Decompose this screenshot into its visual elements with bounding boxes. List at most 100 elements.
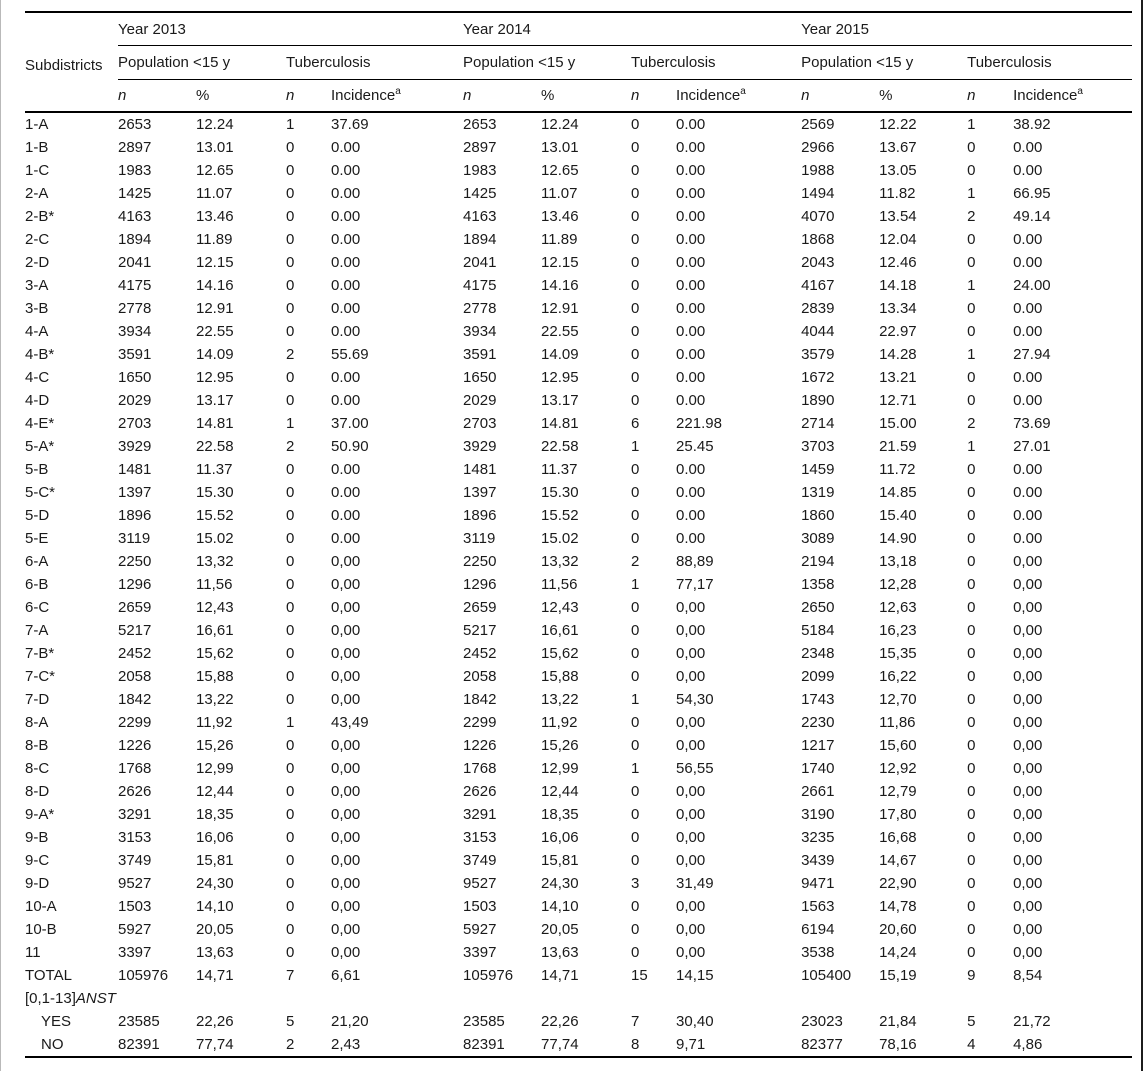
value-cell: 0 bbox=[967, 921, 976, 938]
value-cell: 13.05 bbox=[879, 162, 917, 179]
value-cell: 1226 bbox=[463, 737, 497, 754]
value-cell: 14,67 bbox=[879, 852, 917, 869]
value-cell: 0.00 bbox=[676, 277, 706, 294]
value-cell: 13.46 bbox=[196, 208, 234, 225]
value-cell: 0 bbox=[286, 852, 295, 869]
value-cell: 3749 bbox=[463, 852, 497, 869]
value-cell: 0 bbox=[631, 507, 640, 524]
table-row: 3-A 4175 14.16 0 0.00 4175 14.16 0 0.00 4167 14.18… bbox=[25, 274, 1132, 297]
value-cell: 15,62 bbox=[541, 645, 579, 662]
value-cell: 0,00 bbox=[1013, 576, 1043, 593]
value-cell: 0 bbox=[631, 461, 640, 478]
value-cell: 15.52 bbox=[196, 507, 234, 524]
value-cell bbox=[676, 987, 801, 1010]
value-cell: 82391 bbox=[463, 1036, 505, 1053]
table-row: 2-A 1425 11.07 0 0.00 1425 11.07 0 0.00 1494 11.82… bbox=[25, 182, 1132, 205]
value-cell: 0,00 bbox=[331, 645, 361, 662]
value-cell: 0.00 bbox=[676, 323, 706, 340]
value-cell: 11.07 bbox=[541, 185, 578, 202]
value-cell: 0.00 bbox=[1013, 530, 1043, 547]
value-cell: 0 bbox=[286, 231, 295, 248]
value-cell: 0,00 bbox=[676, 944, 706, 961]
table-row: 8-B 1226 15,26 0 0,00 1226 15,26 0 0,00 1217 15,60… bbox=[25, 734, 1132, 757]
value-cell: 0 bbox=[631, 369, 640, 386]
value-cell: 2452 bbox=[118, 645, 152, 662]
value-cell: 2299 bbox=[118, 714, 152, 731]
value-cell: 0 bbox=[631, 530, 640, 547]
value-cell: 0 bbox=[631, 852, 640, 869]
value-cell: 0.00 bbox=[1013, 484, 1043, 501]
value-cell: 3579 bbox=[801, 346, 835, 363]
value-cell: 12,28 bbox=[879, 576, 917, 593]
subdistrict-label: 3-B bbox=[25, 300, 49, 317]
value-cell: 16,06 bbox=[196, 829, 234, 846]
value-cell: 2348 bbox=[801, 645, 835, 662]
subdistrict-label: 8-A bbox=[25, 714, 49, 731]
value-cell: 0.00 bbox=[331, 162, 361, 179]
table-row: [0,1-13]ANST bbox=[25, 987, 1132, 1010]
value-cell: 38.92 bbox=[1013, 116, 1051, 133]
value-cell: 0 bbox=[967, 806, 976, 823]
value-cell: 15,62 bbox=[196, 645, 234, 662]
value-cell: 0,00 bbox=[331, 691, 361, 708]
value-cell: 15.00 bbox=[879, 415, 917, 432]
value-cell: 0 bbox=[286, 392, 295, 409]
value-cell: 13.01 bbox=[196, 139, 234, 156]
value-cell: 2043 bbox=[801, 254, 835, 271]
value-cell: 2839 bbox=[801, 300, 835, 317]
value-cell bbox=[967, 987, 1013, 1010]
value-cell: 1 bbox=[631, 438, 640, 455]
value-cell: 27.01 bbox=[1013, 438, 1051, 455]
value-cell: 2230 bbox=[801, 714, 835, 731]
value-cell: 12.24 bbox=[196, 116, 234, 133]
value-cell: 0.00 bbox=[676, 139, 706, 156]
value-cell: 7 bbox=[286, 967, 295, 984]
value-cell: 12.91 bbox=[541, 300, 579, 317]
value-cell: 22,90 bbox=[879, 875, 917, 892]
value-cell bbox=[631, 987, 676, 1010]
subdistrict-label: YES bbox=[41, 1013, 72, 1030]
value-cell: 1 bbox=[967, 438, 976, 455]
value-cell: 0.00 bbox=[331, 254, 361, 271]
value-cell: 2626 bbox=[118, 783, 152, 800]
value-cell: 0.00 bbox=[676, 116, 706, 133]
header-row-columns: n % n Incidencea n % n Incidencea n % n … bbox=[25, 79, 1133, 113]
value-cell bbox=[463, 987, 541, 1010]
value-cell: 1563 bbox=[801, 898, 835, 915]
value-cell: 21,84 bbox=[879, 1013, 917, 1030]
value-cell: 0 bbox=[967, 231, 976, 248]
value-cell: 0,00 bbox=[676, 806, 706, 823]
table-row: 5-D 1896 15.52 0 0.00 1896 15.52 0 0.00 1860 15.40… bbox=[25, 504, 1132, 527]
value-cell: 1481 bbox=[463, 461, 497, 478]
value-cell: 12.15 bbox=[196, 254, 234, 271]
value-cell: 16,06 bbox=[541, 829, 579, 846]
value-cell: 2 bbox=[631, 553, 640, 570]
value-cell: 0,00 bbox=[1013, 668, 1043, 685]
value-cell: 12.95 bbox=[196, 369, 234, 386]
value-cell: 12,43 bbox=[196, 599, 234, 616]
value-cell: 0 bbox=[631, 277, 640, 294]
value-cell: 0.00 bbox=[331, 369, 361, 386]
value-cell: 0 bbox=[631, 921, 640, 938]
value-cell: 50.90 bbox=[331, 438, 369, 455]
value-cell: 0.00 bbox=[331, 208, 361, 225]
table-row: 7-D 1842 13,22 0 0,00 1842 13,22 1 54,30 1743 12,7… bbox=[25, 688, 1132, 711]
n-header: n bbox=[631, 79, 677, 113]
table-row: TOTAL 105976 14,71 7 6,61 105976 14,71 15 14,15 1… bbox=[25, 964, 1132, 987]
value-cell: 25.45 bbox=[676, 438, 714, 455]
value-cell: 0,00 bbox=[1013, 921, 1043, 938]
table-row: 4-A 3934 22.55 0 0.00 3934 22.55 0 0.00 4044 22.97… bbox=[25, 320, 1132, 343]
value-cell: 0 bbox=[967, 576, 976, 593]
value-cell: 1842 bbox=[463, 691, 497, 708]
table-row: 8-D 2626 12,44 0 0,00 2626 12,44 0 0,00 2661 12,79… bbox=[25, 780, 1132, 803]
value-cell: 0,00 bbox=[331, 599, 361, 616]
value-cell: 0 bbox=[286, 806, 295, 823]
table-row: 9-D 9527 24,30 0 0,00 9527 24,30 3 31,49 9471 22,9… bbox=[25, 872, 1132, 895]
value-cell: 0.00 bbox=[331, 139, 361, 156]
value-cell: 1296 bbox=[463, 576, 497, 593]
value-cell: 3119 bbox=[463, 530, 496, 547]
n-header: n bbox=[118, 79, 196, 113]
subdistrict-label: 5-E bbox=[25, 530, 49, 547]
value-cell: 3119 bbox=[118, 530, 151, 547]
table-row: 6-A 2250 13,32 0 0,00 2250 13,32 2 88,89 2194 13,1… bbox=[25, 550, 1132, 573]
